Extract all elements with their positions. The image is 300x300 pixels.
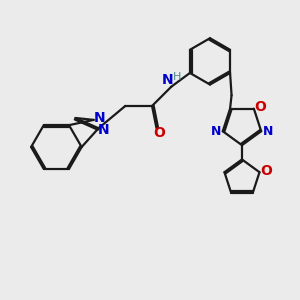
Text: O: O — [153, 126, 165, 140]
Text: H: H — [172, 72, 181, 82]
Text: O: O — [260, 164, 272, 178]
Text: N: N — [211, 125, 221, 138]
Text: O: O — [254, 100, 266, 114]
Text: N: N — [262, 125, 273, 138]
Text: N: N — [162, 73, 174, 87]
Text: N: N — [98, 123, 110, 137]
Text: N: N — [93, 110, 105, 124]
